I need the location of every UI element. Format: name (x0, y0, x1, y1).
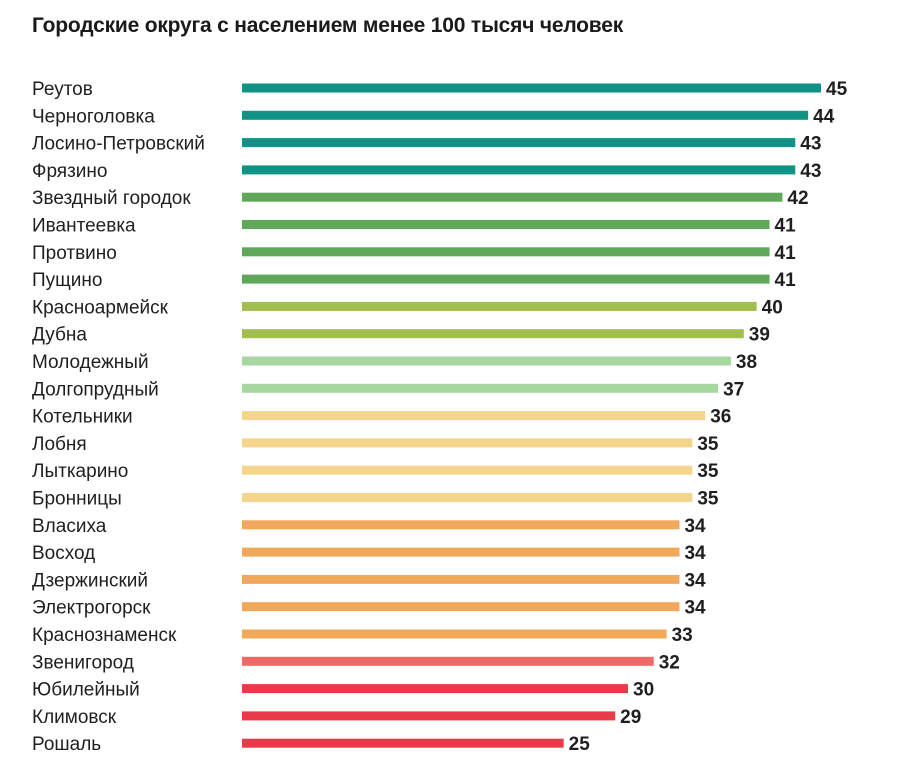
category-label: Лобня (32, 434, 87, 455)
value-label: 32 (659, 652, 680, 673)
bar (242, 383, 719, 393)
value-label: 37 (723, 379, 744, 400)
value-label: 35 (697, 461, 719, 482)
bar (242, 301, 757, 311)
value-label: 41 (775, 243, 797, 264)
value-label: 43 (800, 134, 821, 155)
bar (242, 629, 667, 639)
category-label: Фрязино (32, 161, 107, 182)
value-label: 41 (775, 216, 797, 237)
category-label: Черноголовка (32, 106, 155, 127)
bar (242, 83, 821, 93)
bar (242, 356, 731, 366)
value-label: 35 (697, 489, 719, 510)
bar (242, 711, 616, 721)
category-label: Протвино (32, 243, 117, 264)
value-label: 39 (749, 325, 770, 346)
value-label: 34 (684, 570, 706, 591)
bar (242, 684, 628, 694)
category-label: Дзержинский (32, 570, 148, 591)
bar (242, 520, 680, 530)
value-label: 41 (775, 270, 797, 291)
bar (242, 220, 770, 229)
bar (242, 656, 654, 666)
bar (242, 411, 706, 421)
category-label: Ивантеевка (32, 216, 136, 237)
value-label: 35 (697, 434, 719, 455)
bar (242, 465, 693, 475)
value-label: 38 (736, 352, 757, 373)
category-label: Краснознаменск (32, 625, 177, 646)
chart-title: Городские округа с населением менее 100 … (32, 14, 624, 37)
value-label: 45 (826, 79, 848, 100)
category-label: Котельники (32, 407, 133, 428)
value-label: 42 (787, 188, 808, 209)
category-label: Бронницы (32, 489, 122, 510)
category-label: Реутов (32, 79, 93, 100)
value-label: 34 (684, 598, 706, 619)
bar (242, 602, 680, 612)
category-label: Рошаль (32, 734, 101, 755)
bar (242, 192, 783, 202)
bar (242, 110, 809, 120)
bar (242, 165, 796, 175)
bar (242, 738, 564, 748)
category-label: Лосино-Петровский (32, 134, 205, 155)
category-label: Юбилейный (32, 680, 140, 701)
category-label: Дубна (32, 325, 87, 346)
category-label: Электрогорск (32, 598, 151, 619)
category-label: Пущино (32, 270, 102, 291)
value-label: 33 (672, 625, 693, 646)
bar (242, 138, 796, 148)
bar (242, 438, 693, 448)
value-label: 44 (813, 106, 835, 127)
category-label: Красноармейск (32, 297, 169, 318)
category-label: Звездный городок (32, 188, 191, 209)
category-label: Лыткарино (32, 461, 128, 482)
value-label: 34 (684, 516, 706, 537)
bar (242, 329, 744, 339)
category-label: Долгопрудный (32, 379, 159, 400)
category-label: Молодежный (32, 352, 149, 373)
value-label: 34 (684, 543, 706, 564)
bars (242, 83, 821, 748)
value-label: 36 (710, 407, 731, 428)
value-labels: 45 44 43 43 42 41 41 41 40 39 38 37 36 35 35 35 34 34 34 34… (569, 79, 848, 755)
category-label: Власиха (32, 516, 107, 537)
bar (242, 547, 680, 557)
category-label: Звенигород (32, 652, 134, 673)
value-label: 25 (569, 734, 591, 755)
category-labels: Реутов Черноголовка Лосино-Петровский Фрязи… (32, 79, 205, 755)
value-label: 40 (762, 297, 783, 318)
value-label: 29 (620, 707, 641, 728)
bar (242, 574, 680, 584)
bar (242, 493, 693, 502)
bar (242, 247, 770, 257)
bar (242, 274, 770, 284)
category-label: Климовск (32, 707, 117, 728)
value-label: 30 (633, 680, 654, 701)
value-label: 43 (800, 161, 821, 182)
category-label: Восход (32, 543, 95, 564)
